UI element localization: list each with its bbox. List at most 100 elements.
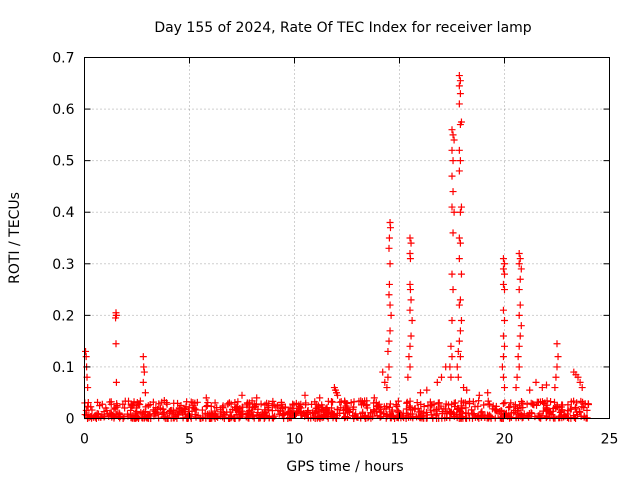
data-point	[253, 394, 261, 402]
background-point	[517, 404, 525, 412]
background-point	[392, 401, 400, 409]
background-point	[414, 405, 422, 413]
background-point	[155, 400, 163, 408]
data-point	[516, 301, 524, 309]
background-point	[480, 401, 488, 409]
background-point	[405, 413, 413, 421]
background-point	[394, 407, 402, 415]
background-point	[296, 408, 304, 416]
background-point	[207, 409, 215, 417]
y-tick-label: 0.3	[52, 257, 74, 273]
background-point	[289, 411, 297, 419]
data-point	[379, 368, 387, 376]
data-point	[499, 353, 507, 361]
background-point	[547, 408, 555, 416]
background-point	[163, 400, 171, 408]
background-point	[334, 411, 342, 419]
data-point	[404, 373, 412, 381]
y-tick-label: 0.2	[52, 308, 74, 324]
data-point	[384, 347, 392, 355]
data-point	[386, 327, 394, 335]
background-point	[576, 408, 584, 416]
background-point	[516, 410, 524, 418]
background-point	[413, 413, 421, 421]
background-point	[330, 411, 338, 419]
background-point	[152, 409, 160, 417]
data-point	[574, 373, 582, 381]
data-point	[457, 317, 465, 325]
background-point	[254, 405, 262, 413]
background-point	[557, 407, 565, 415]
data-point	[407, 296, 415, 304]
data-point	[456, 296, 464, 304]
background-point	[427, 406, 435, 414]
data-point	[484, 389, 492, 397]
data-point	[448, 126, 456, 134]
background-point	[257, 400, 265, 408]
data-point	[455, 146, 463, 154]
data-point	[423, 386, 431, 394]
data-point	[112, 314, 120, 322]
background-point	[160, 413, 168, 421]
background-point	[428, 411, 436, 419]
y-tick-label: 0.5	[52, 154, 74, 170]
background-point	[577, 397, 585, 405]
data-point	[385, 234, 393, 242]
data-point	[301, 391, 309, 399]
data-point	[532, 378, 540, 386]
background-point	[405, 402, 413, 410]
data-point	[516, 275, 524, 283]
background-point	[511, 401, 519, 409]
background-point	[308, 400, 316, 408]
background-point	[470, 410, 478, 418]
x-tick-label: 20	[496, 432, 514, 448]
background-point	[458, 409, 466, 417]
background-point	[175, 406, 183, 414]
data-point	[334, 391, 342, 399]
background-point	[192, 406, 200, 414]
background-point	[304, 407, 312, 415]
data-point	[82, 353, 90, 361]
background-point	[136, 401, 144, 409]
y-tick-label: 0.1	[52, 360, 74, 376]
background-point	[313, 413, 321, 421]
axis-ticks: 0 5 10 15 20 25 0 0.1 0.2 0.3 0.4 0.5 0.6 0.7	[52, 51, 618, 448]
background-point	[406, 403, 414, 411]
data-point	[84, 384, 92, 392]
data-point	[139, 378, 147, 386]
background-point	[269, 397, 277, 405]
background-point	[94, 398, 102, 406]
data-point	[553, 340, 561, 348]
background-point	[475, 397, 483, 405]
background-point	[204, 399, 212, 407]
data-point	[449, 188, 457, 196]
data-point	[406, 306, 414, 314]
background-point	[550, 398, 558, 406]
data-point	[455, 301, 463, 309]
data-point	[457, 270, 465, 278]
data-point	[385, 337, 393, 345]
background-point	[329, 398, 337, 406]
grid-lines	[84, 57, 610, 419]
background-point	[518, 411, 526, 419]
background-point	[189, 401, 197, 409]
background-point	[377, 405, 385, 413]
data-point	[501, 270, 508, 278]
data-point	[448, 353, 456, 361]
background-point	[337, 404, 345, 412]
background-point	[341, 414, 349, 422]
background-point	[457, 402, 465, 410]
data-point	[454, 373, 462, 381]
background-point	[354, 414, 362, 422]
background-point	[501, 410, 509, 418]
x-tick-label: 15	[391, 432, 409, 448]
data-point	[516, 332, 524, 340]
background-point	[225, 399, 233, 407]
data-point	[576, 378, 584, 386]
data-point	[448, 270, 456, 278]
data-point	[501, 260, 508, 268]
background-point	[469, 398, 477, 406]
data-point	[501, 317, 508, 325]
background-point	[344, 406, 352, 414]
data-point	[450, 208, 458, 216]
